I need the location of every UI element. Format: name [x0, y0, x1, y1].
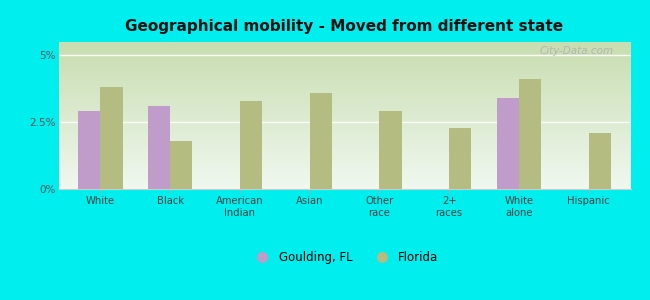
Bar — [497, 98, 519, 189]
Text: City-Data.com: City-Data.com — [540, 46, 614, 56]
Bar — [589, 133, 611, 189]
Bar — [449, 128, 471, 189]
Bar — [78, 112, 100, 189]
Bar — [240, 101, 262, 189]
Bar — [170, 141, 192, 189]
Bar — [380, 112, 402, 189]
Bar — [519, 80, 541, 189]
Legend: Goulding, FL, Florida: Goulding, FL, Florida — [246, 246, 443, 268]
Title: Geographical mobility - Moved from different state: Geographical mobility - Moved from diffe… — [125, 19, 564, 34]
Bar — [148, 106, 170, 189]
Bar — [309, 93, 332, 189]
Bar — [100, 87, 123, 189]
